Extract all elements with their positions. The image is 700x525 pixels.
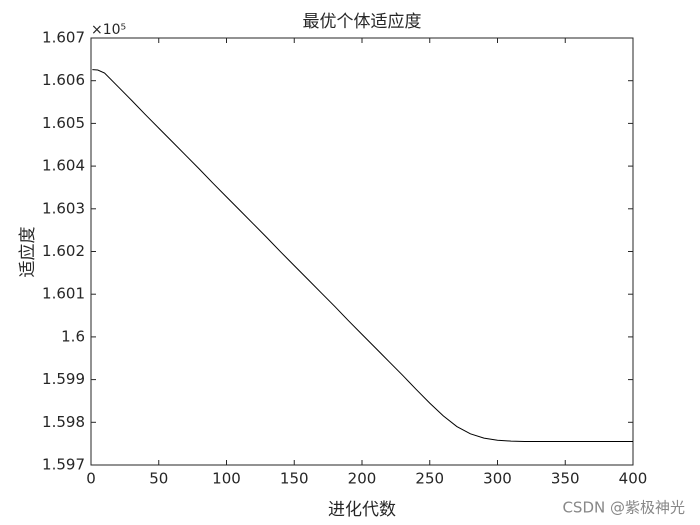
- x-tick-label: 150: [280, 470, 309, 488]
- y-tick-label: 1.601: [42, 285, 85, 303]
- y-tick-label: 1.597: [42, 456, 85, 474]
- y-tick-label: 1.599: [42, 370, 85, 388]
- y-tick-label: 1.604: [42, 157, 85, 175]
- y-tick-label: 1.598: [42, 413, 85, 431]
- y-axis-label: 适应度: [18, 227, 38, 278]
- x-tick-label: 350: [551, 470, 580, 488]
- x-tick-label: 250: [415, 470, 444, 488]
- x-axis-label: 进化代数: [328, 500, 396, 520]
- chart-title: 最优个体适应度: [303, 12, 422, 32]
- x-tick-label: 50: [149, 470, 168, 488]
- x-tick-label: 400: [619, 470, 648, 488]
- watermark: CSDN @紫极神光: [562, 499, 685, 517]
- y-exponent-label: ×10⁵: [91, 22, 126, 38]
- line: [92, 69, 633, 443]
- y-tick-label: 1.607: [42, 29, 85, 47]
- x-tick-label: 100: [212, 470, 241, 488]
- y-tick-label: 1.605: [42, 114, 85, 132]
- x-tick-label: 0: [86, 470, 96, 488]
- y-tick-label: 1.603: [42, 199, 85, 217]
- y-tick-label: 1.602: [42, 242, 85, 260]
- y-tick-label: 1.6: [61, 327, 85, 345]
- plot-box: [90, 37, 634, 466]
- y-tick-label: 1.606: [42, 71, 85, 89]
- x-tick-label: 300: [483, 470, 512, 488]
- x-tick-label: 200: [348, 470, 377, 488]
